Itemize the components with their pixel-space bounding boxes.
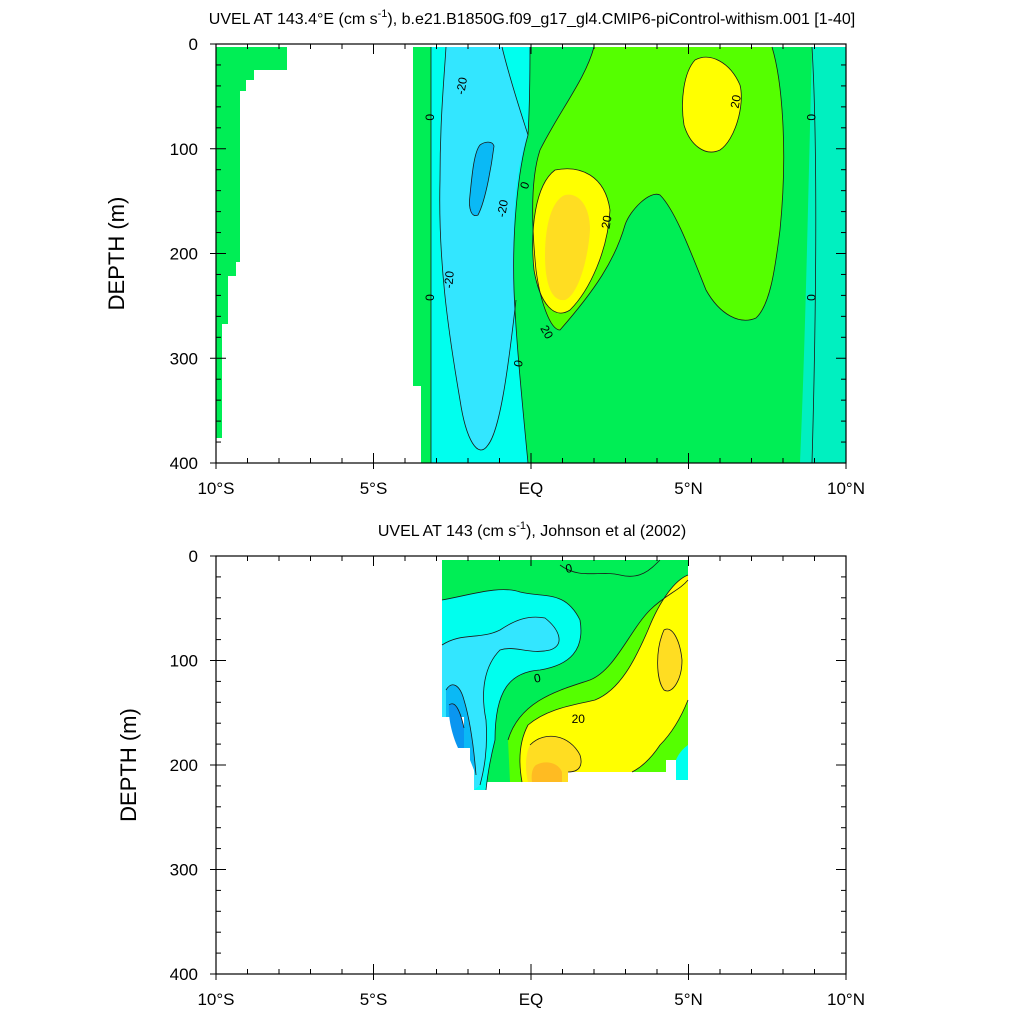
contour-label: 20 <box>728 94 744 110</box>
observation-x-tick-label: 5°S <box>360 990 388 1009</box>
contour-label: -20 <box>494 198 511 218</box>
model-y-tick-label: 0 <box>189 35 198 54</box>
contour-label: 0 <box>511 359 526 368</box>
model-y-axis-label: DEPTH (m) <box>104 197 129 311</box>
obs-fill-gold-upper <box>657 629 682 691</box>
obs-fill-aqua-right <box>676 745 688 780</box>
model-y-tick-label: 400 <box>170 454 198 473</box>
model-contour-lines <box>430 46 817 463</box>
contour-label: 0 <box>423 294 437 301</box>
contour-label: 20 <box>599 214 615 230</box>
observation-x-tick-label: 10°S <box>197 990 234 1009</box>
obs-contour-lines <box>441 559 689 791</box>
model-panel: UVEL AT 143.4°E (cm s-1), b.e21.B1850G.f… <box>104 8 865 498</box>
model-x-tick-label: 10°S <box>197 479 234 498</box>
observation-y-tick-label: 0 <box>189 547 198 566</box>
model-contour-field <box>216 46 846 463</box>
observation-y-tick-label: 100 <box>170 652 198 671</box>
contour-label: 0 <box>804 114 818 121</box>
contour-label-text: 0 <box>517 180 533 191</box>
model-contour-labels: -20 20 0 0 0 -20 20 -20 0 0 20 0 <box>423 76 818 368</box>
observation-contour-field <box>441 559 689 791</box>
model-y-tick-label: 200 <box>170 245 198 264</box>
observation-contour-labels: 0 0 20 <box>533 561 585 726</box>
contour-label-text: 0 <box>511 359 526 368</box>
contour-label-text: 0 <box>804 114 818 121</box>
model-fill-westward-core <box>469 142 494 216</box>
contour-label-text: 0 <box>423 114 437 121</box>
contour-label-text: -20 <box>441 270 456 289</box>
model-y-tick-label: 300 <box>170 349 198 368</box>
contour-label: -20 <box>453 76 470 96</box>
obs-fill-yellow <box>520 575 688 782</box>
obs-fill-orange-core <box>531 762 562 782</box>
observation-y-tick-label: 300 <box>170 861 198 880</box>
observation-x-tick-label: 10°N <box>827 990 865 1009</box>
contour-label-text: 0 <box>804 294 818 301</box>
model-x-tick-label: 5°N <box>674 479 703 498</box>
contour-label: 0 <box>804 294 818 301</box>
model-fill-aqua-right <box>800 47 846 463</box>
observation-y-tick-label: 200 <box>170 756 198 775</box>
model-y-tick-label: 100 <box>170 140 198 159</box>
model-fill-left-strip <box>216 47 287 438</box>
contour-label: 20 <box>572 712 586 726</box>
model-fill-gold-core <box>545 194 590 301</box>
contour-label: -20 <box>441 270 456 289</box>
contour-label-text: 20 <box>599 214 615 230</box>
contour-label-text: 20 <box>537 323 556 342</box>
model-x-tick-label: 10°N <box>827 479 865 498</box>
contour-label-text: 20 <box>728 94 744 110</box>
observation-x-tick-label: 5°N <box>674 990 703 1009</box>
contour-label-text: 0 <box>564 561 573 576</box>
contour-label-text: -20 <box>453 76 470 96</box>
contour-label: 0 <box>423 114 437 121</box>
observation-panel: UVEL AT 143 (cm s-1), Johnson et al (200… <box>116 520 865 1009</box>
contour-label-text: 0 <box>423 294 437 301</box>
observation-x-tick-label: EQ <box>519 990 544 1009</box>
contour-label-text: 20 <box>572 712 586 726</box>
contour-label: 0 <box>533 671 542 686</box>
contour-label: 20 <box>537 323 556 342</box>
model-x-tick-label: 5°S <box>360 479 388 498</box>
observation-panel-title: UVEL AT 143 (cm s-1), Johnson et al (200… <box>378 520 686 540</box>
model-fill-yellow-upper <box>682 57 742 153</box>
model-fill-westward <box>439 47 528 450</box>
model-fill-green-left <box>413 47 431 463</box>
observation-y-tick-label: 400 <box>170 965 198 984</box>
observation-y-axis-label: DEPTH (m) <box>116 708 141 822</box>
contour-label-text: 0 <box>533 671 542 686</box>
contour-label: 0 <box>564 561 573 576</box>
contour-label-text: -20 <box>494 198 511 218</box>
model-panel-title: UVEL AT 143.4°E (cm s-1), b.e21.B1850G.f… <box>209 8 855 28</box>
contour-label: 0 <box>517 180 533 191</box>
model-x-tick-label: EQ <box>519 479 544 498</box>
